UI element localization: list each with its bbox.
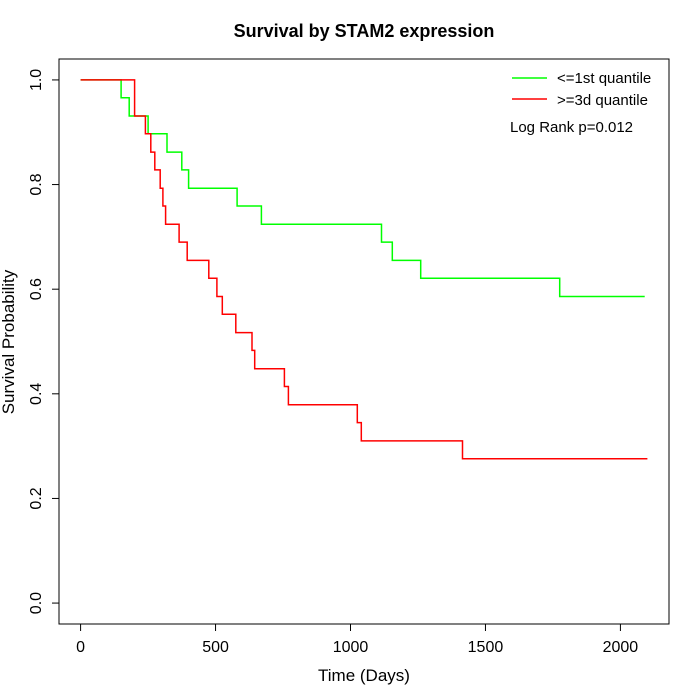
legend-label-low-quantile: <=1st quantile — [557, 70, 651, 87]
survival-curve-low-quantile — [80, 79, 645, 298]
chart-title: Survival by STAM2 expression — [234, 21, 495, 41]
survival-curve-high-quantile — [80, 79, 648, 460]
x-axis: 0 500 1000 1500 2000 — [76, 623, 639, 656]
x-tick-label: 0 — [76, 639, 85, 656]
y-tick-label: 1.0 — [28, 69, 45, 91]
y-axis-label: Survival Probability — [0, 269, 18, 414]
x-axis-label: Time (Days) — [318, 666, 410, 685]
y-tick-label: 0.4 — [28, 383, 45, 405]
legend-label-high-quantile: >=3d quantile — [557, 92, 648, 109]
x-tick-label: 1500 — [468, 639, 504, 656]
y-tick-label: 0.0 — [28, 592, 45, 614]
log-rank-annotation: Log Rank p=0.012 — [510, 119, 633, 136]
y-axis: 0.0 0.2 0.4 0.6 0.8 1.0 — [28, 69, 60, 614]
series-layer — [80, 79, 648, 460]
x-tick-label: 2000 — [603, 639, 639, 656]
y-tick-label: 0.8 — [28, 173, 45, 195]
y-tick-label: 0.6 — [28, 278, 45, 300]
y-tick-label: 0.2 — [28, 487, 45, 509]
x-tick-label: 500 — [202, 639, 229, 656]
x-tick-label: 1000 — [333, 639, 369, 656]
legend: <=1st quantile >=3d quantile Log Rank p=… — [510, 70, 651, 136]
